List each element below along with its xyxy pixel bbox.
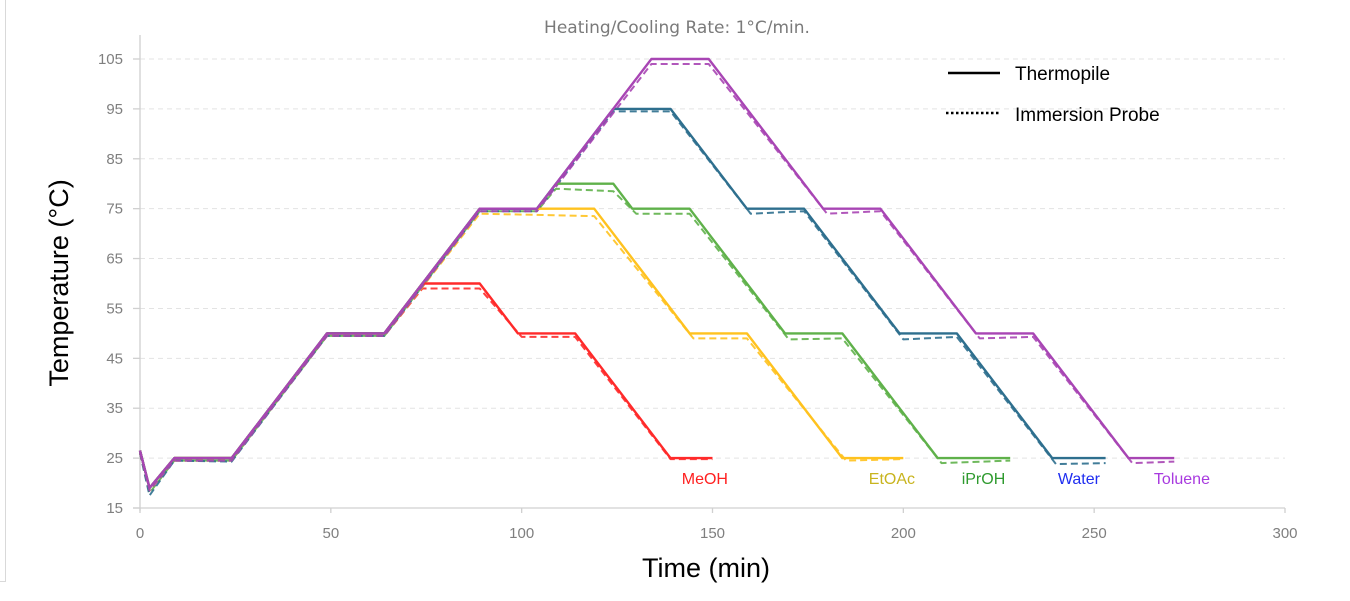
y-tick-label: 85 bbox=[106, 151, 123, 168]
y-tick-label: 95 bbox=[106, 101, 123, 118]
x-tick-label: 300 bbox=[1272, 525, 1297, 542]
series-iproh-immersion-probe-line bbox=[139, 187, 1011, 494]
series-label-iproh: iPrOH bbox=[962, 471, 1006, 488]
y-tick-label: 35 bbox=[106, 400, 123, 417]
series-etoac-thermopile-line bbox=[138, 207, 904, 490]
y-tick-label: 15 bbox=[106, 500, 123, 517]
bottom-frame-corner bbox=[0, 581, 6, 582]
series-water-thermopile-line bbox=[138, 107, 1106, 490]
y-tick-labels: 15 25 35 45 55 65 75 85 95 105 bbox=[98, 51, 123, 517]
y-tick-label: 45 bbox=[106, 350, 123, 367]
chart-title: Heating/Cooling Rate: 1°C/min. bbox=[544, 18, 810, 38]
x-tick-label: 100 bbox=[509, 525, 534, 542]
legend: Thermopile Immersion Probe bbox=[946, 64, 1160, 126]
y-tick-label: 55 bbox=[106, 300, 123, 317]
axes bbox=[133, 35, 1286, 513]
x-tick-label: 150 bbox=[700, 525, 725, 542]
series-labels: MeOH EtOAc iPrOH Water Toluene bbox=[682, 471, 1210, 488]
series-label-toluene: Toluene bbox=[1154, 471, 1210, 488]
left-frame-border bbox=[5, 0, 6, 582]
legend-label-immersion-probe: Immersion Probe bbox=[1015, 105, 1160, 126]
x-tick-label: 50 bbox=[322, 525, 339, 542]
series-etoac-immersion-probe-line bbox=[139, 212, 904, 492]
x-tick-label: 0 bbox=[136, 525, 144, 542]
series-toluene-immersion-probe-line bbox=[139, 63, 1175, 492]
series-label-meoh: MeOH bbox=[682, 471, 728, 488]
y-tick-label: 105 bbox=[98, 51, 123, 68]
series-iproh-thermopile-line bbox=[138, 182, 1011, 490]
series-toluene-thermopile-line bbox=[138, 57, 1175, 490]
y-tick-label: 25 bbox=[106, 450, 123, 467]
series-water-immersion-probe-line bbox=[139, 110, 1106, 497]
x-tick-label: 250 bbox=[1082, 525, 1107, 542]
series-label-water: Water bbox=[1058, 471, 1101, 488]
y-axis-title: Temperature (°C) bbox=[44, 179, 74, 386]
x-tick-labels: 0 50 100 150 200 250 300 bbox=[136, 525, 1298, 542]
series-lines bbox=[138, 57, 1175, 497]
series-label-etoac: EtOAc bbox=[869, 471, 915, 488]
x-tick-label: 200 bbox=[891, 525, 916, 542]
x-axis-title: Time (min) bbox=[642, 553, 770, 583]
y-tick-label: 65 bbox=[106, 251, 123, 268]
legend-label-thermopile: Thermopile bbox=[1015, 64, 1110, 85]
y-tick-label: 75 bbox=[106, 201, 123, 218]
